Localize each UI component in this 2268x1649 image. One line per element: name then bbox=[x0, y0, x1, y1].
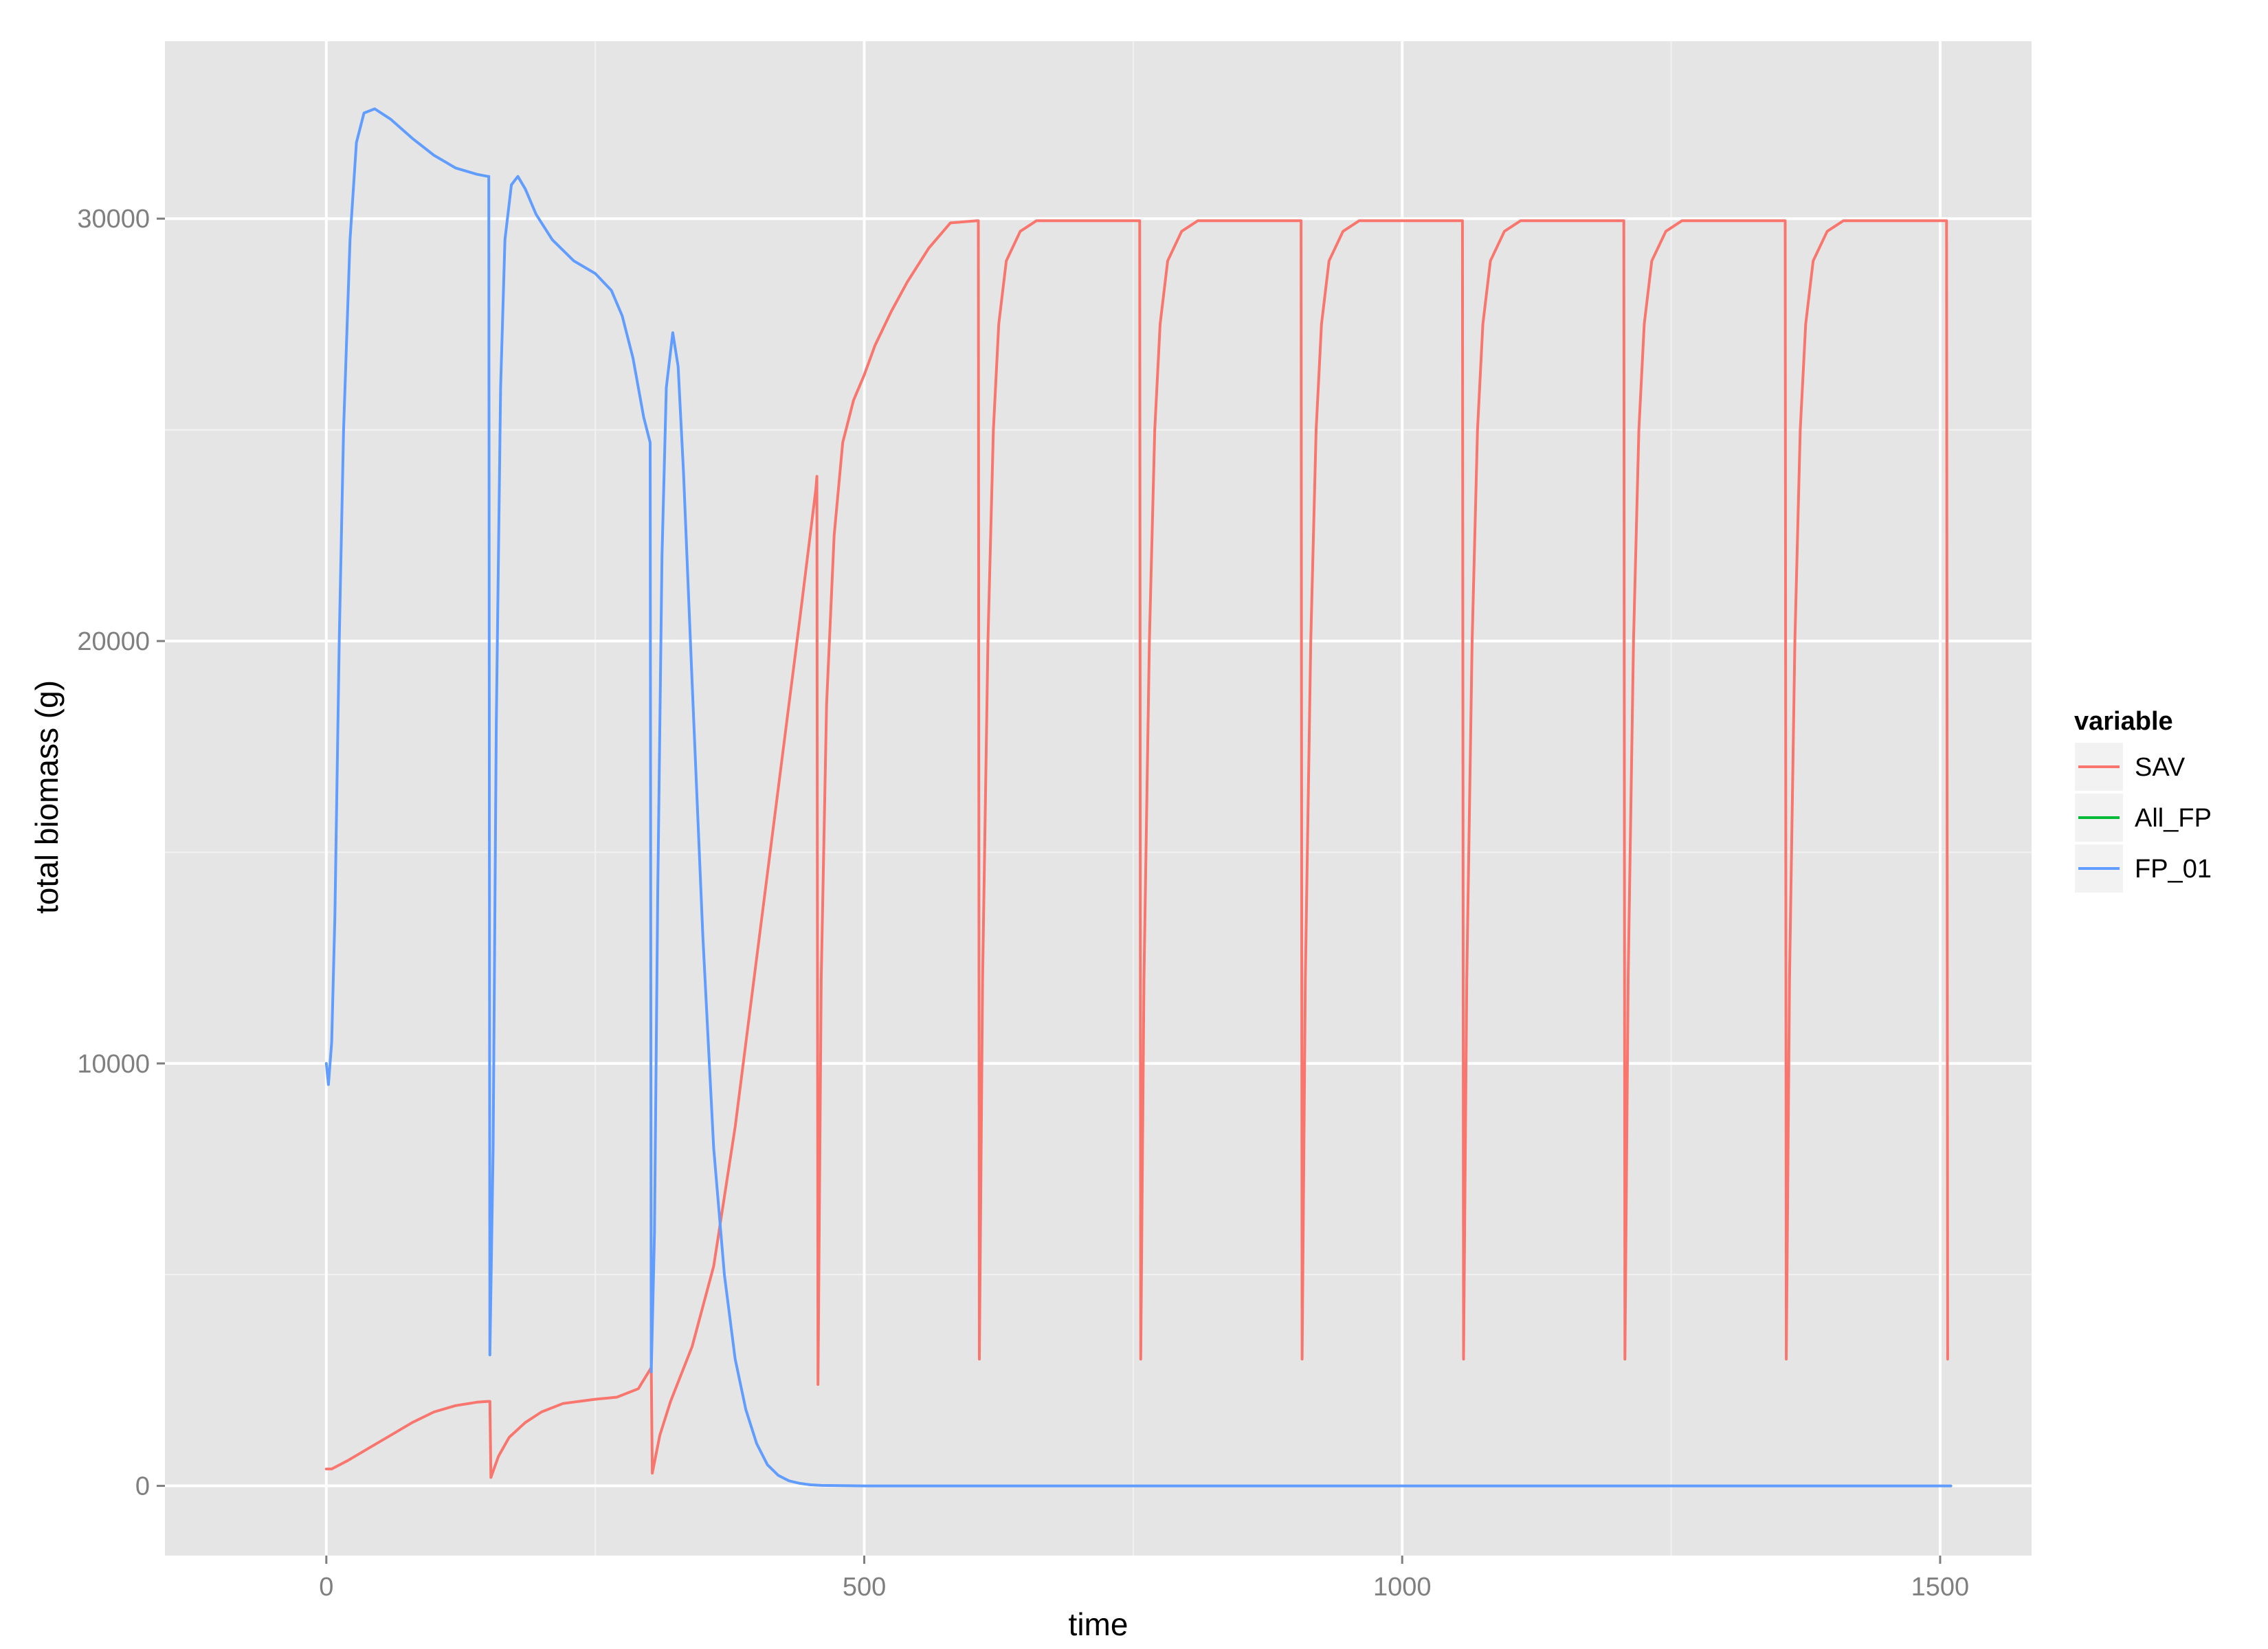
y-tick-label: 30000 bbox=[77, 205, 150, 234]
y-tick-label: 20000 bbox=[77, 627, 150, 656]
y-tick-label: 0 bbox=[135, 1472, 150, 1501]
legend: variable SAV All_FP FP_01 bbox=[2074, 707, 2212, 894]
x-axis-title: time bbox=[1069, 1606, 1129, 1642]
y-axis-title: total biomass (g) bbox=[29, 680, 65, 914]
legend-label-all_fp: All_FP bbox=[2135, 804, 2212, 833]
y-tick-label: 10000 bbox=[77, 1050, 150, 1079]
minor-gridlines bbox=[165, 41, 2032, 1556]
series-line-sav bbox=[324, 219, 1949, 1479]
series-line-fp_01 bbox=[324, 107, 1953, 1488]
panel-background bbox=[165, 41, 2032, 1556]
x-axis-ticks: 0 500 1000 1500 bbox=[319, 1556, 1969, 1602]
major-gridlines bbox=[165, 41, 2032, 1556]
x-tick-label: 1000 bbox=[1373, 1573, 1432, 1602]
series-lines bbox=[324, 107, 1953, 1488]
legend-label-sav: SAV bbox=[2135, 753, 2186, 782]
x-tick-label: 500 bbox=[843, 1573, 886, 1602]
legend-title: variable bbox=[2074, 707, 2173, 736]
legend-label-fp_01: FP_01 bbox=[2135, 855, 2212, 884]
x-tick-label: 1500 bbox=[1911, 1573, 1970, 1602]
y-axis-ticks: 0 10000 20000 30000 bbox=[77, 205, 165, 1501]
x-tick-label: 0 bbox=[319, 1573, 333, 1602]
